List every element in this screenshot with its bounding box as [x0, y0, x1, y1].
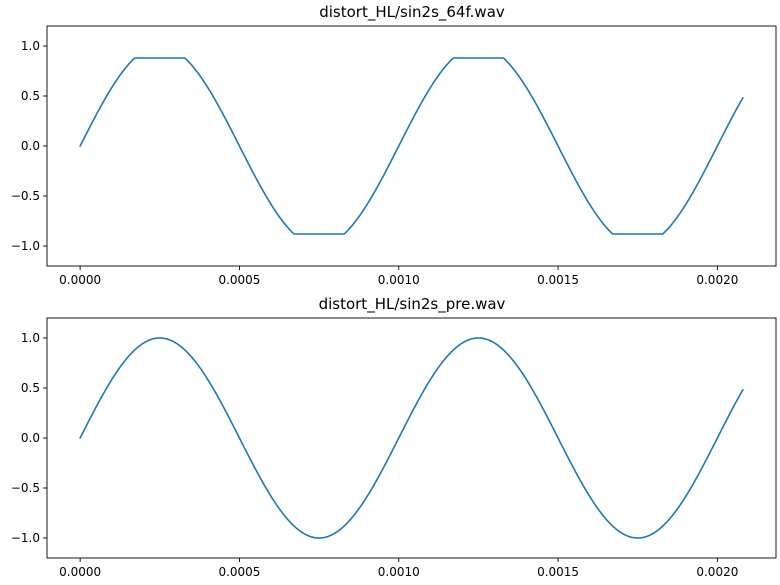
y-tick-label: 0.0: [21, 139, 40, 153]
y-axis-bottom: 1.0 0.5 0.0 −0.5 −1.0: [11, 331, 47, 545]
y-axis-top: 1.0 0.5 0.0 −0.5 −1.0: [11, 39, 47, 253]
waveform-line-bottom: [79, 337, 744, 539]
y-tick-label: −1.0: [11, 239, 40, 253]
x-tick-label: 0.0020: [696, 273, 738, 287]
chart-panel-bottom: distort_HL/sin2s_pre.wav 0.0000 0.0005 0.0…: [11, 295, 777, 579]
x-axis-bottom: 0.0000 0.0005 0.0010 0.0015 0.0020: [59, 558, 738, 579]
x-tick-label: 0.0000: [59, 273, 101, 287]
chart-title-top: distort_HL/sin2s_64f.wav: [319, 3, 505, 22]
waveform-line-top: [79, 57, 744, 235]
x-tick-label: 0.0015: [537, 273, 579, 287]
x-tick-label: 0.0000: [59, 565, 101, 579]
x-tick-label: 0.0005: [218, 273, 260, 287]
y-tick-label: 1.0: [21, 331, 40, 345]
x-tick-label: 0.0010: [378, 273, 420, 287]
y-tick-label: 1.0: [21, 39, 40, 53]
y-tick-label: 0.0: [21, 431, 40, 445]
x-tick-label: 0.0020: [696, 565, 738, 579]
y-tick-label: −1.0: [11, 531, 40, 545]
chart-title-bottom: distort_HL/sin2s_pre.wav: [319, 295, 506, 314]
y-tick-label: −0.5: [11, 481, 40, 495]
x-axis-top: 0.0000 0.0005 0.0010 0.0015 0.0020: [59, 266, 738, 287]
x-tick-label: 0.0010: [378, 565, 420, 579]
y-tick-label: 0.5: [21, 89, 40, 103]
x-tick-label: 0.0005: [218, 565, 260, 579]
chart-panel-top: distort_HL/sin2s_64f.wav 0.0000 0.0005 0.0…: [11, 3, 777, 287]
y-tick-label: −0.5: [11, 189, 40, 203]
x-tick-label: 0.0015: [537, 565, 579, 579]
y-tick-label: 0.5: [21, 381, 40, 395]
